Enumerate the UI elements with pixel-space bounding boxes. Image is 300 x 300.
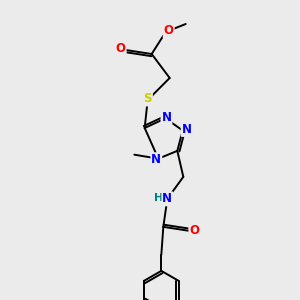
Text: H: H: [154, 193, 163, 203]
Text: N: N: [152, 153, 161, 166]
Text: N: N: [182, 123, 192, 136]
Text: N: N: [162, 192, 172, 206]
Text: O: O: [189, 224, 199, 237]
Text: S: S: [143, 92, 152, 106]
Text: O: O: [164, 25, 174, 38]
Text: O: O: [116, 43, 126, 56]
Text: N: N: [161, 111, 172, 124]
